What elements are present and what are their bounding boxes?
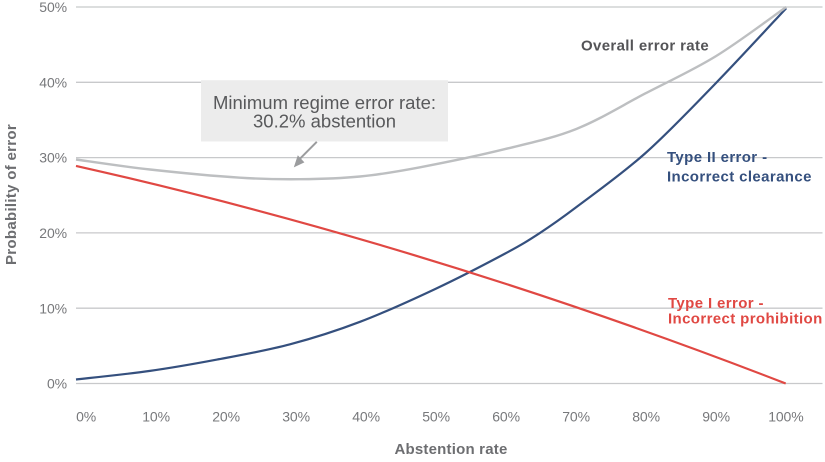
- svg-text:70%: 70%: [562, 409, 590, 425]
- svg-text:30.2% abstention: 30.2% abstention: [253, 110, 396, 131]
- svg-text:Incorrect prohibition: Incorrect prohibition: [668, 311, 823, 328]
- svg-text:10%: 10%: [142, 409, 170, 425]
- svg-text:Type I error -: Type I error -: [668, 295, 764, 312]
- svg-text:40%: 40%: [39, 74, 67, 90]
- svg-text:10%: 10%: [39, 300, 67, 316]
- svg-text:30%: 30%: [39, 150, 67, 166]
- svg-text:100%: 100%: [768, 409, 803, 425]
- svg-text:0%: 0%: [76, 409, 96, 425]
- svg-text:Type II error -: Type II error -: [667, 149, 767, 166]
- svg-text:20%: 20%: [212, 409, 240, 425]
- svg-text:30%: 30%: [282, 409, 310, 425]
- svg-text:20%: 20%: [39, 225, 67, 241]
- svg-text:50%: 50%: [422, 409, 450, 425]
- svg-text:0%: 0%: [47, 376, 67, 392]
- svg-text:Probability of error: Probability of error: [3, 124, 20, 265]
- svg-text:Overall error rate: Overall error rate: [581, 37, 709, 54]
- svg-text:50%: 50%: [39, 0, 67, 15]
- svg-text:60%: 60%: [492, 409, 520, 425]
- svg-text:40%: 40%: [352, 409, 380, 425]
- svg-text:Minimum regime error rate:: Minimum regime error rate:: [213, 92, 436, 113]
- svg-text:Incorrect clearance: Incorrect clearance: [667, 169, 812, 186]
- svg-text:80%: 80%: [632, 409, 660, 425]
- svg-text:Abstention rate: Abstention rate: [394, 441, 507, 458]
- svg-text:90%: 90%: [702, 409, 730, 425]
